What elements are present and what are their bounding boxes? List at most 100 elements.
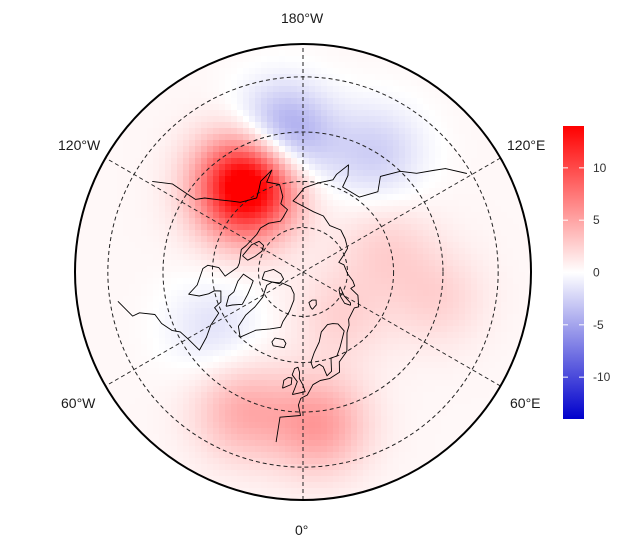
anomaly-cell (285, 332, 292, 339)
anomaly-cell (297, 476, 304, 483)
anomaly-cell (213, 368, 220, 375)
anomaly-cell (327, 386, 334, 393)
anomaly-cell (441, 236, 448, 243)
anomaly-cell (129, 338, 136, 345)
anomaly-cell (183, 104, 190, 111)
anomaly-cell (477, 200, 484, 207)
anomaly-cell (279, 110, 286, 117)
anomaly-cell (483, 386, 490, 393)
anomaly-cell (147, 392, 154, 399)
anomaly-cell (117, 158, 124, 165)
anomaly-cell (315, 452, 322, 459)
anomaly-cell (171, 134, 178, 141)
anomaly-cell (273, 176, 280, 183)
anomaly-cell (489, 404, 496, 411)
anomaly-cell (429, 242, 436, 249)
anomaly-cell (279, 230, 286, 237)
anomaly-cell (213, 260, 220, 267)
anomaly-cell (357, 170, 364, 177)
anomaly-cell (243, 434, 250, 441)
anomaly-cell (459, 362, 466, 369)
anomaly-cell (219, 320, 226, 327)
anomaly-cell (195, 422, 202, 429)
anomaly-cell (117, 140, 124, 147)
anomaly-cell (321, 134, 328, 141)
anomaly-cell (153, 314, 160, 321)
anomaly-cell (249, 314, 256, 321)
anomaly-cell (255, 74, 262, 81)
anomaly-cell (399, 362, 406, 369)
anomaly-cell (489, 212, 496, 219)
anomaly-cell (429, 392, 436, 399)
anomaly-cell (489, 158, 496, 165)
anomaly-cell (273, 206, 280, 213)
anomaly-cell (141, 386, 148, 393)
anomaly-cell (243, 380, 250, 387)
anomaly-cell (435, 380, 442, 387)
anomaly-cell (267, 446, 274, 453)
anomaly-cell (135, 404, 142, 411)
anomaly-cell (477, 248, 484, 255)
anomaly-cell (177, 392, 184, 399)
anomaly-cell (375, 110, 382, 117)
anomaly-cell (135, 332, 142, 339)
anomaly-cell (327, 182, 334, 189)
anomaly-cell (207, 452, 214, 459)
anomaly-cell (195, 458, 202, 465)
anomaly-cell (501, 272, 508, 279)
anomaly-cell (369, 200, 376, 207)
anomaly-cell (111, 266, 118, 273)
anomaly-cell (279, 422, 286, 429)
anomaly-cell (261, 386, 268, 393)
anomaly-cell (165, 278, 172, 285)
anomaly-cell (375, 242, 382, 249)
anomaly-cell (345, 302, 352, 309)
anomaly-cell (81, 188, 88, 195)
anomaly-cell (369, 440, 376, 447)
anomaly-cell (129, 314, 136, 321)
anomaly-cell (339, 386, 346, 393)
anomaly-cell (513, 362, 520, 369)
anomaly-cell (243, 470, 250, 477)
anomaly-cell (453, 116, 460, 123)
anomaly-cell (177, 104, 184, 111)
anomaly-cell (309, 344, 316, 351)
anomaly-cell (435, 116, 442, 123)
anomaly-cell (465, 182, 472, 189)
anomaly-cell (285, 224, 292, 231)
anomaly-cell (339, 140, 346, 147)
anomaly-cell (381, 92, 388, 99)
anomaly-cell (213, 404, 220, 411)
anomaly-cell (447, 230, 454, 237)
anomaly-cell (435, 356, 442, 363)
anomaly-cell (285, 308, 292, 315)
anomaly-cell (225, 464, 232, 471)
anomaly-cell (207, 98, 214, 105)
anomaly-cell (333, 428, 340, 435)
anomaly-cell (321, 140, 328, 147)
anomaly-cell (453, 272, 460, 279)
anomaly-cell (105, 170, 112, 177)
anomaly-cell (363, 380, 370, 387)
anomaly-cell (201, 458, 208, 465)
anomaly-cell (147, 404, 154, 411)
anomaly-cell (123, 206, 130, 213)
anomaly-cell (477, 380, 484, 387)
anomaly-cell (219, 488, 226, 495)
anomaly-cell (459, 134, 466, 141)
anomaly-cell (459, 332, 466, 339)
anomaly-cell (441, 428, 448, 435)
anomaly-cell (123, 392, 130, 399)
anomaly-cell (399, 86, 406, 93)
anomaly-cell (363, 326, 370, 333)
anomaly-cell (321, 404, 328, 411)
anomaly-cell (207, 188, 214, 195)
anomaly-cell (483, 308, 490, 315)
anomaly-cell (153, 218, 160, 225)
anomaly-cell (495, 302, 502, 309)
anomaly-cell (123, 350, 130, 357)
anomaly-cell (255, 446, 262, 453)
anomaly-cell (165, 398, 172, 405)
anomaly-cell (135, 194, 142, 201)
anomaly-cell (423, 224, 430, 231)
